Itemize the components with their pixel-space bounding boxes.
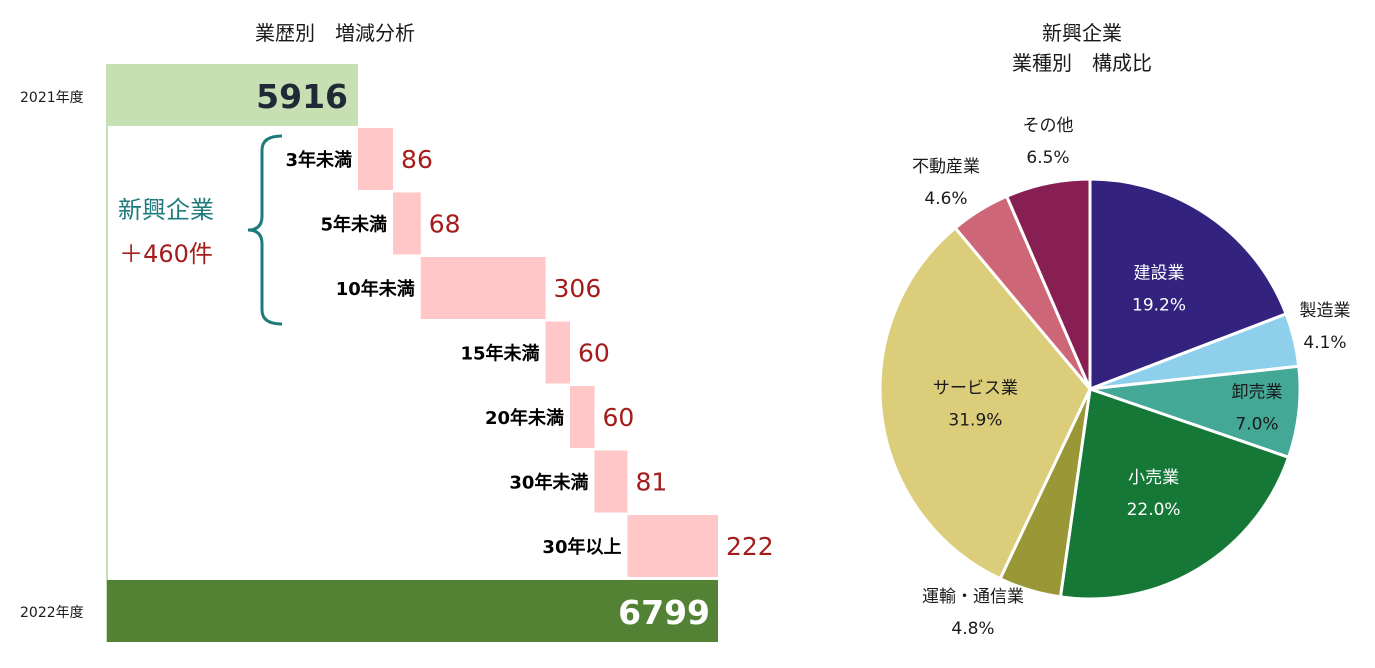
value-label: 222 — [726, 532, 774, 561]
pie-title-line1: 新興企業 — [1042, 21, 1122, 45]
emerging-bracket-label: 新興企業 — [118, 196, 214, 224]
pie-slice-label: サービス業 — [933, 379, 1018, 399]
category-label: 15年未満 — [460, 343, 539, 365]
pie-plot: 建設業 19.2% 製造業 4.1% 卸売業 7.0% 小売業 22.0% 運輸・通信業 4.8%… — [878, 116, 1351, 639]
value-label: 81 — [635, 468, 667, 497]
pie-slice-percent: 6.5% — [1026, 148, 1069, 168]
bar-increase-2 — [393, 192, 421, 255]
bar-end-value: 6799 — [618, 593, 710, 632]
bar-increase-7 — [627, 515, 718, 577]
pie-slice-label: 製造業 — [1300, 301, 1351, 321]
pie-slice-6 — [878, 225, 1092, 581]
pie-slice-percent: 4.6% — [924, 189, 967, 209]
pie-slice-label: 小売業 — [1128, 468, 1179, 488]
waterfall-title: 業歴別 増減分析 — [255, 21, 415, 45]
waterfall-plot: 5916 2021年度 3年未満 86 5年未満 68 10年未満 306 15年未満 60 20年… — [20, 64, 774, 642]
value-label: 60 — [602, 403, 634, 432]
category-label: 10年未満 — [336, 278, 415, 300]
bar-start-2021 — [107, 64, 358, 126]
emerging-bracket-value: ＋460件 — [119, 240, 213, 268]
emerging-bracket — [247, 134, 283, 326]
value-label: 60 — [578, 339, 610, 368]
pie-slice-label: 建設業 — [1134, 264, 1185, 284]
pie-slice-label: 卸売業 — [1231, 383, 1282, 403]
category-label: 30年以上 — [542, 536, 621, 558]
pie-slice-percent: 7.0% — [1235, 415, 1278, 435]
bar-increase-3 — [420, 257, 546, 319]
label-start-year: 2021年度 — [20, 90, 84, 106]
pie-slice-1 — [1088, 177, 1289, 392]
category-label: 3年未満 — [285, 149, 352, 171]
pie-slice-percent: 4.8% — [951, 619, 994, 639]
value-label: 306 — [554, 274, 602, 303]
pie-slice-8 — [1004, 177, 1092, 390]
pie-slice-percent: 4.1% — [1303, 333, 1346, 353]
bar-increase-5 — [570, 386, 595, 448]
bar-increase-4 — [545, 321, 571, 384]
bar-start-value: 5916 — [256, 77, 348, 116]
category-label: 20年未満 — [485, 407, 564, 429]
bar-increase-1 — [358, 128, 394, 190]
pie-slice-percent: 19.2% — [1132, 296, 1186, 316]
pie-title-line2: 業種別 構成比 — [1012, 51, 1152, 75]
category-label: 5年未満 — [321, 214, 388, 236]
value-label: 86 — [401, 145, 433, 174]
label-end-year: 2022年度 — [20, 605, 84, 621]
pie-slice-4 — [1058, 386, 1291, 601]
pie-slice-percent: 31.9% — [948, 411, 1002, 431]
bar-end-2022 — [107, 580, 718, 642]
pie-slice-label: その他 — [1023, 116, 1074, 136]
category-label: 30年未満 — [509, 472, 588, 494]
pie-slice-label: 運輸・通信業 — [922, 587, 1024, 607]
bar-increase-6 — [594, 450, 628, 513]
pie-slice-percent: 22.0% — [1127, 500, 1181, 520]
pie-slice-label: 不動産業 — [912, 157, 980, 177]
value-label: 68 — [429, 210, 461, 239]
